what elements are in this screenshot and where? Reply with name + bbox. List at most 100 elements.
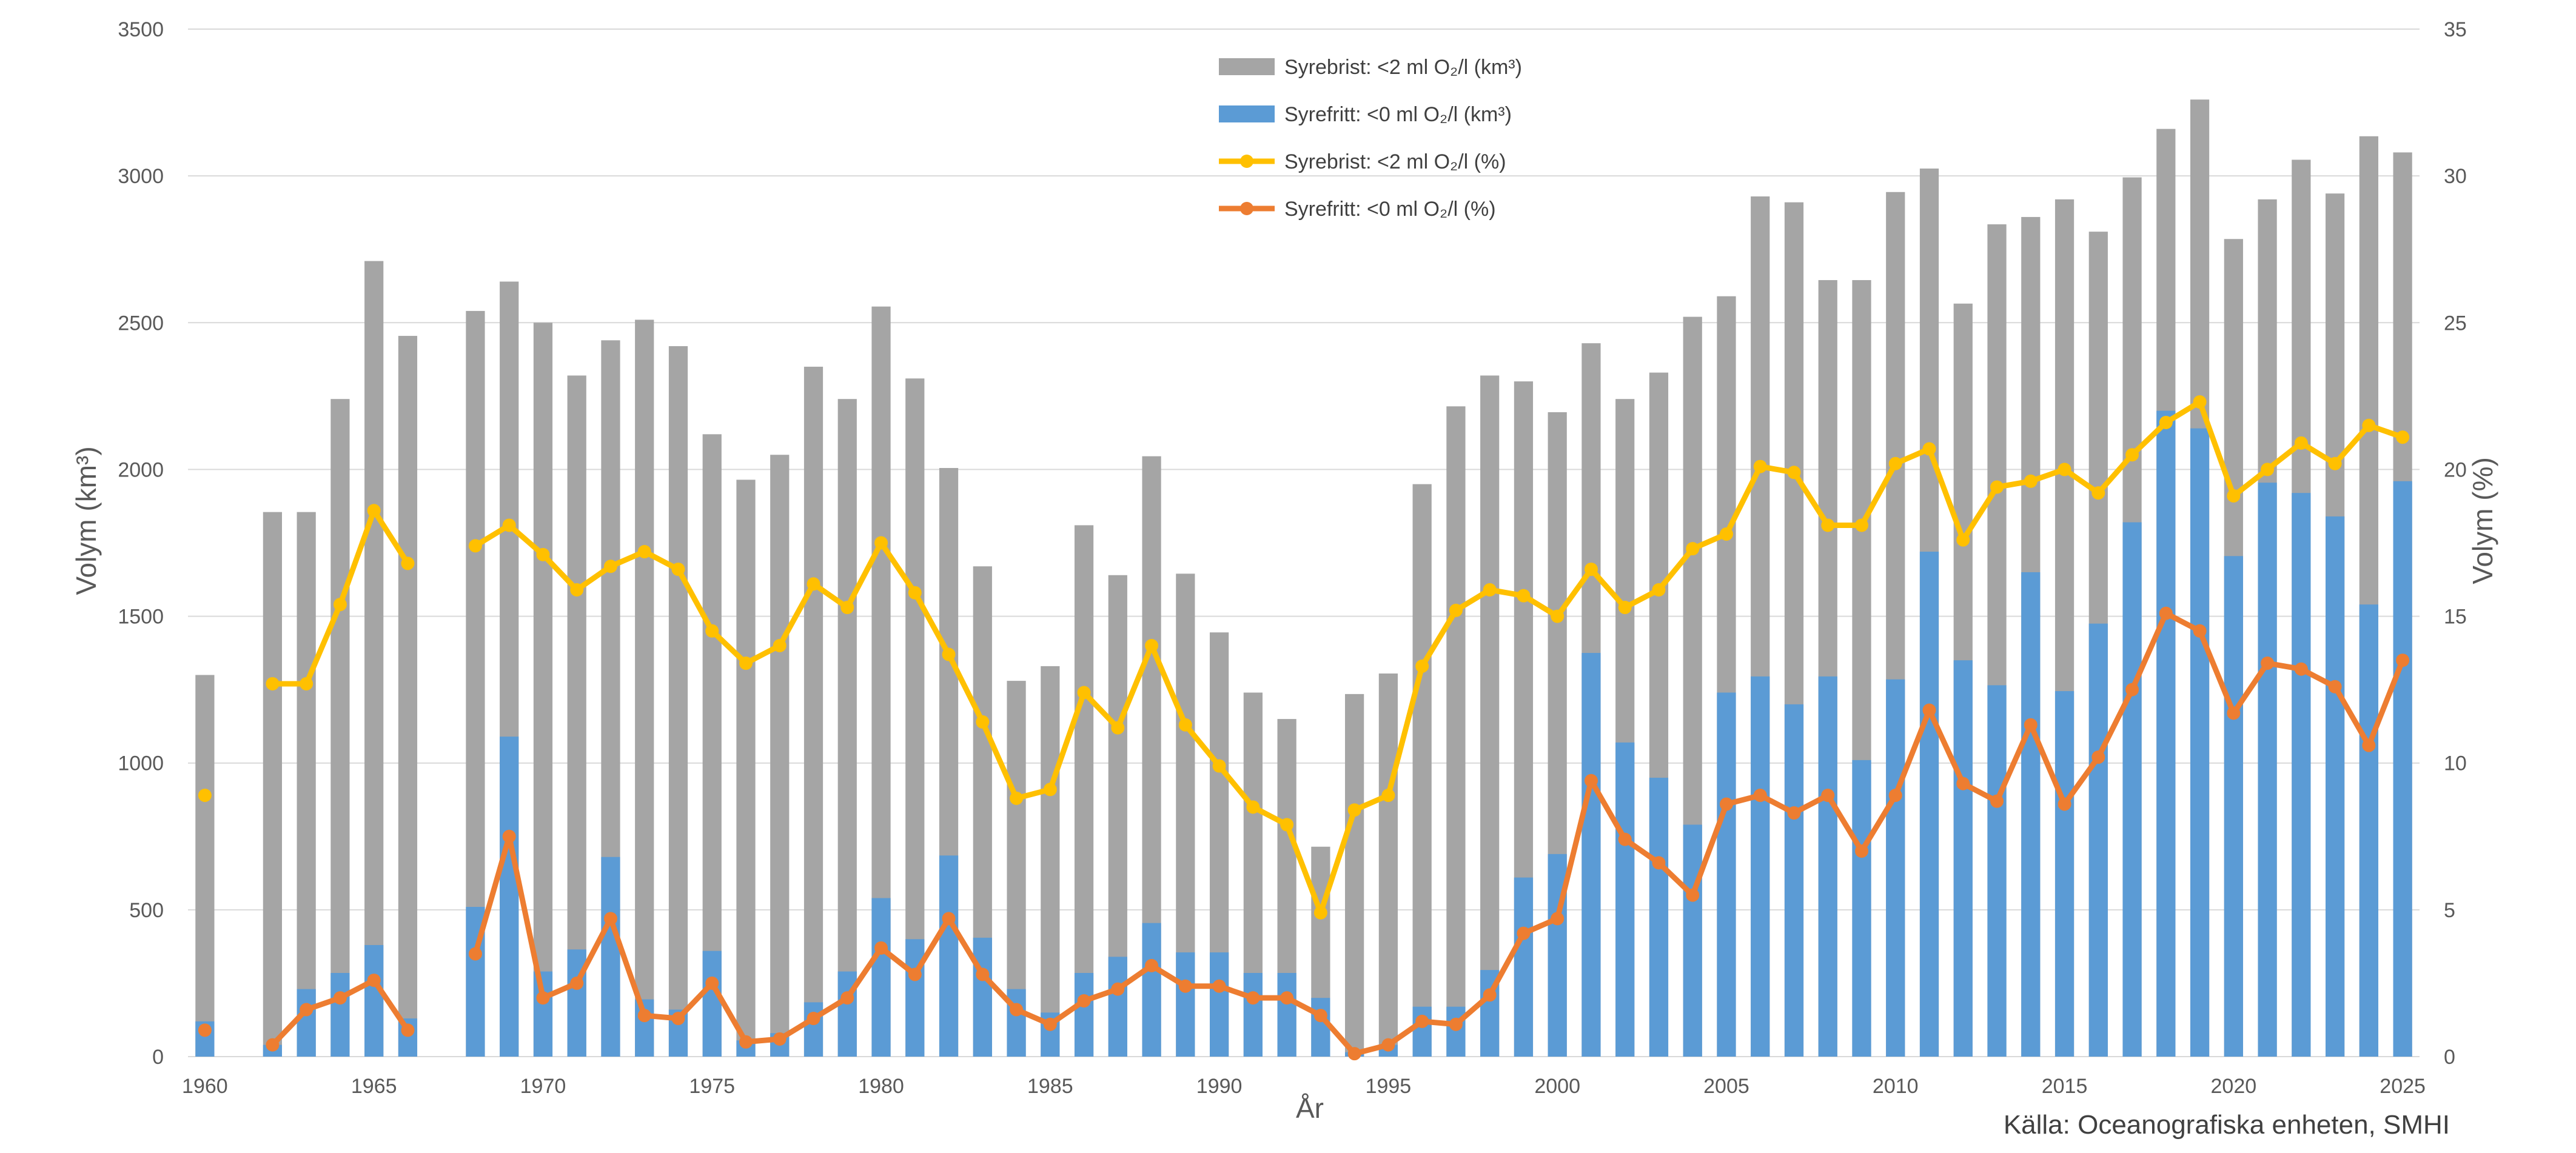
point-syrefritt-pct xyxy=(1212,979,1226,993)
x-tick-label: 2025 xyxy=(2380,1075,2426,1098)
point-syrefritt-pct xyxy=(1652,856,1666,870)
point-syrebrist-pct xyxy=(502,518,516,532)
point-syrebrist-pct xyxy=(840,601,854,615)
bar-syrebrist-km3 xyxy=(1412,484,1432,1057)
y-tick-label: 0 xyxy=(152,1046,164,1069)
point-syrebrist-pct xyxy=(1449,603,1463,617)
point-syrefritt-pct xyxy=(2227,706,2241,720)
bar-syrefritt-km3 xyxy=(1717,692,1736,1057)
x-tick-label: 1975 xyxy=(689,1075,735,1098)
point-syrefritt-pct xyxy=(1618,832,1632,846)
point-syrebrist-pct xyxy=(1551,609,1565,623)
bar-syrefritt-km3 xyxy=(2122,522,2142,1057)
point-syrebrist-pct xyxy=(705,624,719,638)
point-syrebrist-pct xyxy=(1347,803,1361,817)
point-syrefritt-pct xyxy=(1111,982,1125,996)
point-syrebrist-pct xyxy=(1313,906,1327,920)
legend-label: Syrebrist: <2 ml O₂/l (km³) xyxy=(1284,56,1522,79)
point-syrebrist-pct xyxy=(1821,518,1835,532)
x-tick-label: 2005 xyxy=(1703,1075,1749,1098)
point-syrefritt-pct xyxy=(1347,1047,1361,1061)
point-syrefritt-pct xyxy=(637,1009,651,1023)
point-syrebrist-pct xyxy=(2193,395,2207,409)
bar-syrefritt-km3 xyxy=(1818,676,1837,1057)
point-syrebrist-pct xyxy=(1517,589,1531,603)
point-syrefritt-pct xyxy=(2362,738,2376,752)
point-syrefritt-pct xyxy=(2396,653,2410,667)
bar-syrefritt-km3 xyxy=(871,898,891,1057)
bar-syrefritt-km3 xyxy=(2088,623,2108,1057)
point-syrebrist-pct xyxy=(2227,489,2241,503)
legend-swatch xyxy=(1219,105,1275,122)
point-syrefritt-pct xyxy=(739,1035,753,1049)
x-tick-label: 1995 xyxy=(1366,1075,1412,1098)
point-syrefritt-pct xyxy=(2058,797,2071,811)
bar-syrefritt-km3 xyxy=(1446,1006,1466,1057)
bar-syrebrist-km3 xyxy=(837,399,857,1057)
legend-swatch-marker xyxy=(1240,155,1253,168)
point-syrebrist-pct xyxy=(1888,456,1902,470)
point-syrebrist-pct xyxy=(2362,418,2376,432)
point-syrefritt-pct xyxy=(976,968,990,981)
point-syrefritt-pct xyxy=(266,1038,280,1052)
point-syrebrist-pct xyxy=(1483,583,1497,597)
point-syrebrist-pct xyxy=(1010,791,1024,805)
point-syrebrist-pct xyxy=(2328,456,2342,470)
point-syrebrist-pct xyxy=(1111,721,1125,735)
bar-syrebrist-km3 xyxy=(567,375,586,1057)
bar-syrefritt-km3 xyxy=(1615,742,1635,1057)
gridlines xyxy=(188,28,2420,1057)
point-syrefritt-pct xyxy=(773,1032,787,1046)
point-syrefritt-pct xyxy=(1821,788,1835,802)
point-syrebrist-pct xyxy=(1381,788,1395,802)
point-syrefritt-pct xyxy=(1956,777,1970,790)
point-syrefritt-pct xyxy=(705,976,719,990)
point-syrefritt-pct xyxy=(2024,718,2038,732)
bar-syrefritt-km3 xyxy=(1919,552,1939,1057)
bar-syrebrist-km3 xyxy=(398,336,418,1057)
point-syrebrist-pct xyxy=(1719,527,1733,541)
point-syrefritt-pct xyxy=(1178,979,1192,993)
bar-syrefritt-km3 xyxy=(2156,410,2176,1057)
point-syrefritt-pct xyxy=(502,829,516,843)
bar-syrefritt-km3 xyxy=(1209,952,1229,1057)
point-syrefritt-pct xyxy=(1043,1017,1057,1031)
y-tick-label: 2000 xyxy=(118,458,164,481)
point-syrefritt-pct xyxy=(1381,1038,1395,1052)
point-syrefritt-pct xyxy=(1753,788,1767,802)
legend-label: Syrefritt: <0 ml O₂/l (km³) xyxy=(1284,103,1512,126)
bar-syrebrist-km3 xyxy=(1345,693,1364,1057)
point-syrebrist-pct xyxy=(1145,639,1159,652)
bar-syrefritt-km3 xyxy=(973,937,992,1057)
bar-syrebrist-km3 xyxy=(364,261,384,1057)
point-syrefritt-pct xyxy=(401,1023,415,1037)
point-syrebrist-pct xyxy=(198,788,212,802)
point-syrebrist-pct xyxy=(1956,533,1970,547)
point-syrebrist-pct xyxy=(1280,818,1294,832)
point-syrebrist-pct xyxy=(1787,466,1801,480)
bar-syrebrist-km3 xyxy=(1446,406,1466,1057)
point-syrebrist-pct xyxy=(1855,518,1868,532)
point-syrefritt-pct xyxy=(2125,683,2139,697)
point-syrebrist-pct xyxy=(603,560,617,573)
point-syrebrist-pct xyxy=(333,598,347,612)
y2-tick-label: 0 xyxy=(2444,1046,2455,1069)
line-syrefritt-pct xyxy=(472,610,2406,1057)
bar-syrebrist-km3 xyxy=(668,346,688,1057)
bar-syrefritt-km3 xyxy=(803,1002,823,1057)
point-syrefritt-pct xyxy=(603,912,617,926)
bar-syrefritt-km3 xyxy=(2190,428,2210,1057)
bar-syrebrist-km3 xyxy=(736,480,756,1057)
point-syrefritt-pct xyxy=(1551,912,1565,926)
bar-syrefritt-km3 xyxy=(1581,653,1601,1057)
y-tick-label: 3500 xyxy=(118,18,164,41)
point-syrebrist-pct xyxy=(1212,759,1226,773)
point-syrefritt-pct xyxy=(1990,794,2004,808)
point-syrefritt-pct xyxy=(1787,806,1801,820)
bar-syrebrist-km3 xyxy=(263,512,283,1057)
x-tick-label: 2020 xyxy=(2211,1075,2257,1098)
bar-syrefritt-km3 xyxy=(1649,777,1669,1057)
point-syrefritt-pct xyxy=(367,974,381,988)
bar-syrefritt-km3 xyxy=(702,951,722,1057)
